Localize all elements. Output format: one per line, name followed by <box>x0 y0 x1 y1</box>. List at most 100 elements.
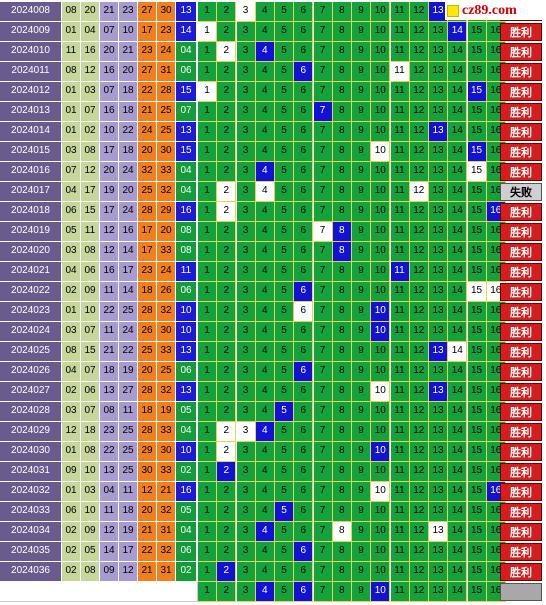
drawn-number-cell: 17 <box>100 142 119 162</box>
grid-number-cell: 13 <box>429 402 448 422</box>
grid-number-cell: 1 <box>198 142 217 162</box>
blue-number-cell: 06 <box>176 362 197 382</box>
grid-number-cell: 15 <box>467 382 487 402</box>
grid-number-cell: 11 <box>390 202 410 222</box>
grid-number-cell: 8 <box>332 542 352 562</box>
drawn-number-cell: 01 <box>62 302 81 322</box>
grid-number-cell: 9 <box>352 502 371 522</box>
grid-number-cell: 15 <box>467 142 487 162</box>
grid-number-cell: 11 <box>390 282 410 302</box>
result-badge-win: 胜利 <box>500 43 542 61</box>
grid-number-cell: 10 <box>371 422 391 442</box>
grid-number-cell: 6 <box>294 222 314 242</box>
grid-number-cell: 1 <box>198 462 217 482</box>
grid-number-cell: 9 <box>352 202 371 222</box>
grid-number-cell: 12 <box>409 22 429 42</box>
grid-number-cell: 10 <box>371 282 391 302</box>
drawn-number-cell: 24 <box>157 42 176 62</box>
grid-number-cell: 13 <box>429 302 448 322</box>
grid-number-cell: 8 <box>332 482 352 502</box>
drawn-number-cell: 16 <box>100 262 119 282</box>
grid-number-cell: 15 <box>467 542 487 562</box>
grid-number-cell: 13 <box>429 122 448 142</box>
grid-number-cell: 2 <box>217 562 237 582</box>
period-cell: 2024010 <box>0 42 62 62</box>
drawn-number-cell: 07 <box>81 322 100 342</box>
grid-number-cell: 2 <box>217 382 237 402</box>
grid-number-cell: 2 <box>217 62 237 82</box>
grid-number-cell: 6 <box>294 262 314 282</box>
grid-number-cell: 10 <box>371 302 391 322</box>
drawn-number-cell: 08 <box>81 142 100 162</box>
blue-number-cell: 13 <box>176 122 197 142</box>
grid-number-cell: 10 <box>371 462 391 482</box>
grid-number-cell: 12 <box>409 462 429 482</box>
grid-number-cell: 9 <box>352 282 371 302</box>
grid-number-cell: 13 <box>429 522 448 542</box>
grid-number-cell: 6 <box>294 162 314 182</box>
drawn-number-cell: 03 <box>81 82 100 102</box>
drawn-number-cell: 02 <box>62 562 81 582</box>
grid-number-cell: 1 <box>198 402 217 422</box>
period-cell: 2024014 <box>0 122 62 142</box>
drawn-number-cell: 09 <box>100 562 119 582</box>
period-cell: 2024020 <box>0 242 62 262</box>
blue-number-cell: 13 <box>176 342 197 362</box>
grid-number-cell: 6 <box>294 42 314 62</box>
blue-number-cell: 08 <box>176 242 197 262</box>
drawn-number-cell: 04 <box>62 182 81 202</box>
grid-number-cell: 8 <box>332 162 352 182</box>
grid-number-cell: 2 <box>217 82 237 102</box>
grid-number-cell: 8 <box>332 462 352 482</box>
drawn-number-cell: 02 <box>62 542 81 562</box>
grid-number-cell: 10 <box>371 42 391 62</box>
drawn-number-cell: 31 <box>157 62 176 82</box>
grid-number-cell: 15 <box>467 102 487 122</box>
drawn-number-cell: 11 <box>100 282 119 302</box>
blue-number-cell: 16 <box>176 202 197 222</box>
period-cell: 2024012 <box>0 82 62 102</box>
drawn-number-cell: 24 <box>119 322 138 342</box>
grid-number-cell: 13 <box>429 582 448 602</box>
grid-number-cell: 11 <box>390 562 410 582</box>
drawn-number-cell: 11 <box>62 42 81 62</box>
grid-number-cell: 6 <box>294 122 314 142</box>
grid-number-cell: 9 <box>352 362 371 382</box>
blue-number-cell: 02 <box>176 562 197 582</box>
grid-number-cell: 4 <box>255 522 275 542</box>
drawn-number-cell: 05 <box>62 222 81 242</box>
grid-number-cell: 9 <box>352 62 371 82</box>
logo-square-icon <box>447 5 459 17</box>
blue-number-cell: 04 <box>176 162 197 182</box>
grid-number-cell: 11 <box>390 342 410 362</box>
drawn-number-cell: 17 <box>138 242 157 262</box>
grid-number-cell: 14 <box>448 302 468 322</box>
drawn-number-cell: 24 <box>119 162 138 182</box>
grid-number-cell: 2 <box>217 582 237 602</box>
grid-number-cell: 14 <box>448 442 468 462</box>
grid-number-cell: 11 <box>390 22 410 42</box>
drawn-number-cell: 08 <box>62 2 81 22</box>
drawn-number-cell: 07 <box>100 82 119 102</box>
grid-number-cell: 12 <box>409 402 429 422</box>
grid-number-cell: 2 <box>217 242 237 262</box>
grid-number-cell: 15 <box>467 582 487 602</box>
grid-number-cell: 1 <box>198 362 217 382</box>
grid-number-cell: 14 <box>448 22 468 42</box>
grid-number-cell: 4 <box>255 202 275 222</box>
grid-number-cell: 3 <box>236 142 256 162</box>
grid-number-cell: 3 <box>236 162 256 182</box>
grid-number-cell: 13 <box>429 322 448 342</box>
drawn-number-cell: 18 <box>100 362 119 382</box>
grid-number-cell: 2 <box>217 102 237 122</box>
grid-number-cell: 9 <box>352 102 371 122</box>
drawn-number-cell: 04 <box>81 22 100 42</box>
grid-number-cell: 4 <box>255 142 275 162</box>
grid-number-cell: 4 <box>255 242 275 262</box>
grid-number-cell: 6 <box>294 462 314 482</box>
drawn-number-cell: 18 <box>119 82 138 102</box>
drawn-number-cell: 32 <box>157 502 176 522</box>
grid-number-cell: 8 <box>332 222 352 242</box>
drawn-number-cell: 20 <box>81 2 100 22</box>
